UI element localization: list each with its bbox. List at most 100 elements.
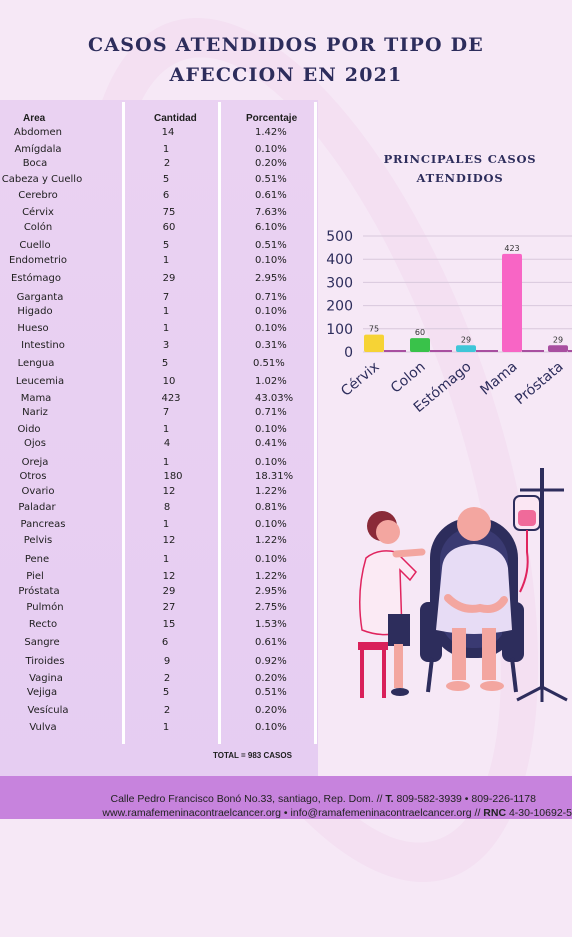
column-divider [122, 102, 125, 744]
cell-porcentaje: 1.22% [255, 571, 287, 582]
x-tick-label: Colon [388, 359, 429, 397]
cell-area: Cérvix [22, 207, 54, 218]
footer-rnc-separator: // [471, 807, 484, 819]
cell-porcentaje: 0.10% [255, 424, 287, 435]
cell-area: Estómago [11, 273, 61, 284]
cell-porcentaje: 0.10% [255, 255, 287, 266]
cell-area: Higado [17, 306, 53, 317]
y-tick-label: 0 [344, 345, 353, 361]
cell-cantidad: 6 [161, 637, 169, 648]
bar [548, 345, 568, 352]
cell-cantidad: 5 [162, 174, 170, 185]
bar-baseline [568, 350, 572, 352]
cell-area: Garganta [16, 292, 64, 303]
cell-cantidad: 1 [162, 323, 170, 334]
cell-area: Cuello [19, 240, 51, 251]
cell-porcentaje: 43.03% [255, 393, 294, 404]
cell-area: Pancreas [20, 519, 66, 530]
cell-cantidad: 2 [163, 158, 171, 169]
cell-cantidad: 5 [161, 358, 169, 369]
iv-stand [513, 468, 568, 702]
cell-porcentaje: 0.71% [255, 292, 287, 303]
cell-porcentaje: 7.63% [255, 207, 287, 218]
cell-porcentaje: 1.22% [255, 535, 287, 546]
bar-baseline [384, 350, 406, 352]
data-label: 29 [461, 335, 471, 344]
cell-area: Otros [19, 471, 47, 482]
cell-cantidad: 180 [163, 471, 183, 482]
cell-area: Lengua [17, 358, 55, 369]
cell-cantidad: 5 [162, 687, 170, 698]
data-label: 29 [553, 335, 563, 344]
cell-cantidad: 1 [162, 457, 170, 468]
chart-title-line1: PRINCIPALES CASOS [383, 152, 537, 166]
footer-website-link[interactable]: www.ramafemeninacontraelcancer.org [102, 807, 281, 819]
y-tick-label: 500 [326, 229, 353, 245]
cell-porcentaje: 6.10% [255, 222, 287, 233]
cell-porcentaje: 0.51% [253, 358, 285, 369]
footer-contact-line: Calle Pedro Francisco Bonó No.33, santia… [111, 793, 537, 805]
cell-area: Colón [23, 222, 53, 233]
header-area: Area [23, 113, 46, 124]
cell-porcentaje: 0.71% [255, 407, 287, 418]
cell-porcentaje: 2.75% [255, 602, 287, 613]
cell-area: Oreja [21, 457, 49, 468]
cell-area: Abdomen [14, 127, 62, 138]
cell-porcentaje: 0.10% [255, 722, 287, 733]
footer-address: Calle Pedro Francisco Bonó No.33, santia… [110, 793, 386, 805]
cell-area: Ovario [21, 486, 55, 497]
cell-cantidad: 10 [162, 376, 176, 387]
bar [364, 334, 384, 352]
cell-porcentaje: 0.10% [255, 306, 287, 317]
cell-porcentaje: 0.10% [255, 323, 287, 334]
bar-baseline [430, 350, 452, 352]
cell-area: Paladar [18, 502, 56, 513]
cell-cantidad: 4 [163, 438, 171, 449]
cell-cantidad: 15 [162, 619, 176, 630]
nurse-with-patient-iv-illustration [358, 468, 568, 702]
cell-cantidad: 14 [161, 127, 175, 138]
footer-rnc: 4-30-10692-5 [506, 807, 572, 819]
cell-cantidad: 423 [161, 393, 181, 404]
cell-porcentaje: 0.41% [255, 438, 287, 449]
y-tick-label: 200 [326, 299, 353, 315]
cell-area: Vejiga [26, 687, 58, 698]
cell-cantidad: 1 [162, 144, 170, 155]
cell-cantidad: 6 [162, 190, 170, 201]
patient [436, 507, 512, 691]
bar-baseline [522, 350, 544, 352]
cell-cantidad: 12 [162, 535, 176, 546]
nurse [358, 511, 426, 698]
cell-cantidad: 1 [162, 519, 170, 530]
data-label: 75 [369, 325, 379, 334]
cell-porcentaje: 0.20% [255, 673, 287, 684]
cell-cantidad: 9 [163, 656, 171, 667]
cell-porcentaje: 0.10% [255, 519, 287, 530]
cell-porcentaje: 0.51% [255, 687, 287, 698]
cell-porcentaje: 0.51% [255, 240, 287, 251]
cell-area: Mama [20, 393, 52, 404]
cell-cantidad: 1 [162, 424, 170, 435]
cell-porcentaje: 0.51% [255, 174, 287, 185]
bar [502, 253, 522, 352]
column-divider [218, 102, 221, 744]
footer-rnc-label: RNC [483, 807, 507, 819]
cell-area: Intestino [21, 340, 65, 351]
cell-area: Pelvis [23, 535, 53, 546]
cell-area: Cerebro [18, 190, 58, 201]
cell-cantidad: 29 [162, 273, 176, 284]
cell-area: Vagina [29, 673, 63, 684]
cell-cantidad: 27 [162, 602, 176, 613]
footer-email-link[interactable]: info@ramafemeninacontraelcancer.org [290, 807, 472, 819]
cell-cantidad: 12 [162, 571, 176, 582]
cell-porcentaje: 1.53% [255, 619, 287, 630]
x-tick-label: Próstata [512, 359, 566, 408]
cell-cantidad: 2 [163, 705, 171, 716]
cell-cantidad: 5 [162, 240, 170, 251]
cell-porcentaje: 1.22% [255, 486, 287, 497]
cell-area: Pene [24, 554, 50, 565]
cell-porcentaje: 0.61% [255, 637, 287, 648]
cell-cantidad: 3 [162, 340, 170, 351]
x-tick-label: Mama [477, 359, 520, 399]
cell-porcentaje: 1.02% [255, 376, 287, 387]
